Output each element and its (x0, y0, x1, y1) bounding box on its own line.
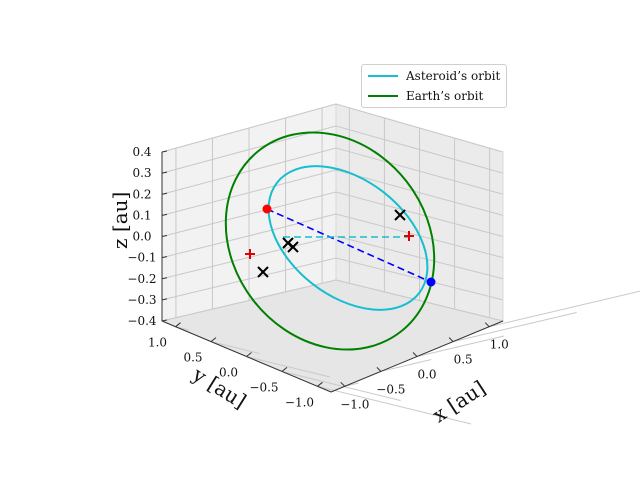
z-gridline (161, 169, 504, 216)
legend-label-asteroid: Asteroid’s orbit (406, 69, 501, 83)
legend-swatch-asteroid (368, 75, 398, 77)
x-tick-mark (484, 322, 490, 328)
y-gridline-floor (317, 385, 472, 425)
z-tick-label: −0.2 (127, 272, 156, 286)
z-tick-label: −0.1 (127, 251, 156, 265)
x-tick-mark (412, 352, 418, 357)
z-tick-mark (161, 319, 168, 322)
cross-marker-3 (287, 241, 299, 253)
x-tick-mark (448, 337, 454, 342)
y-axis-ticks: 1.0 0.5 0.0 −0.5 −1.0 (148, 322, 323, 409)
z-tick-label: 0.1 (132, 208, 151, 222)
z-gridline (161, 235, 504, 280)
connector-red-blue (266, 208, 432, 283)
earth-position-dot (426, 277, 436, 287)
z-tick-mark (161, 150, 168, 153)
z-tick-label: −0.3 (127, 293, 156, 307)
x-tick-label: −1.0 (340, 397, 369, 411)
z-gridline (161, 125, 504, 174)
x-tick-label: 0.0 (417, 368, 436, 382)
legend: Asteroid’s orbit Earth’s orbit (361, 64, 507, 108)
z-tick-mark (161, 256, 168, 259)
z-axis-ticks: 0.4 0.3 0.2 0.1 0.0 −0.1 −0.2 −0.3 −0.4 (127, 145, 168, 328)
z-gridline (161, 213, 504, 259)
z-tick-label: −0.4 (127, 314, 157, 328)
y-tick-mark (281, 367, 288, 372)
z-tick-mark (161, 298, 168, 301)
z-tick-mark (161, 171, 168, 174)
y-tick-label: −0.5 (249, 380, 278, 394)
x-tick-label: 0.5 (454, 353, 473, 367)
z-gridline (161, 279, 504, 322)
panes (160, 103, 505, 393)
z-tick-mark (161, 213, 168, 216)
earth-orbit (224, 131, 436, 351)
y-tick-mark (246, 352, 252, 357)
x-tick-label: −0.5 (376, 382, 405, 396)
y-gridline-floor (281, 370, 401, 402)
legend-item-earth: Earth’s orbit (368, 86, 483, 106)
legend-swatch-earth (368, 95, 398, 97)
x-gridline-floor (416, 335, 505, 357)
asteroid-orbit (267, 165, 429, 311)
y-gridline-floor (246, 356, 331, 378)
z-tick-mark (161, 235, 168, 237)
z-tick-label: 0.2 (132, 187, 151, 201)
y-tick-mark (175, 322, 181, 328)
x-gridline-floor (489, 290, 640, 328)
cross-marker-4 (394, 209, 406, 221)
z-tick-label: 0.3 (132, 166, 151, 180)
plus-marker-left (245, 249, 255, 259)
y-tick-label: 1.0 (148, 336, 167, 350)
z-gridline (161, 103, 504, 153)
plus-marker-right (404, 231, 414, 241)
x-axis-label: x [au] (428, 376, 490, 428)
legend-item-asteroid: Asteroid’s orbit (368, 66, 500, 86)
z-axis-label: z [au] (108, 192, 132, 249)
z-tick-mark (161, 192, 168, 195)
z-gridline (161, 191, 504, 237)
y-tick-label: 0.0 (219, 366, 238, 380)
y-tick-mark (210, 337, 217, 342)
z-tick-label: 0.4 (132, 145, 151, 159)
y-tick-mark (317, 381, 323, 387)
y-tick-label: −1.0 (285, 395, 314, 409)
grid-lines (161, 103, 640, 425)
cross-marker-1 (257, 266, 269, 278)
asteroid-position-dot (262, 204, 272, 214)
x-gridline-floor (453, 311, 577, 343)
z-tick-mark (161, 277, 168, 280)
x-tick-label: 1.0 (490, 338, 509, 352)
x-axis-ticks: −1.0 −0.5 0.0 0.5 1.0 (340, 322, 509, 411)
z-gridline (161, 147, 504, 195)
legend-label-earth: Earth’s orbit (406, 89, 484, 103)
y-tick-label: 0.5 (183, 351, 202, 365)
x-tick-mark (376, 367, 382, 372)
z-tick-label: 0.0 (132, 230, 151, 244)
x-tick-mark (340, 381, 346, 387)
x-gridline-floor (380, 359, 432, 372)
z-gridline (161, 257, 504, 301)
y-gridline-floor (210, 341, 260, 354)
